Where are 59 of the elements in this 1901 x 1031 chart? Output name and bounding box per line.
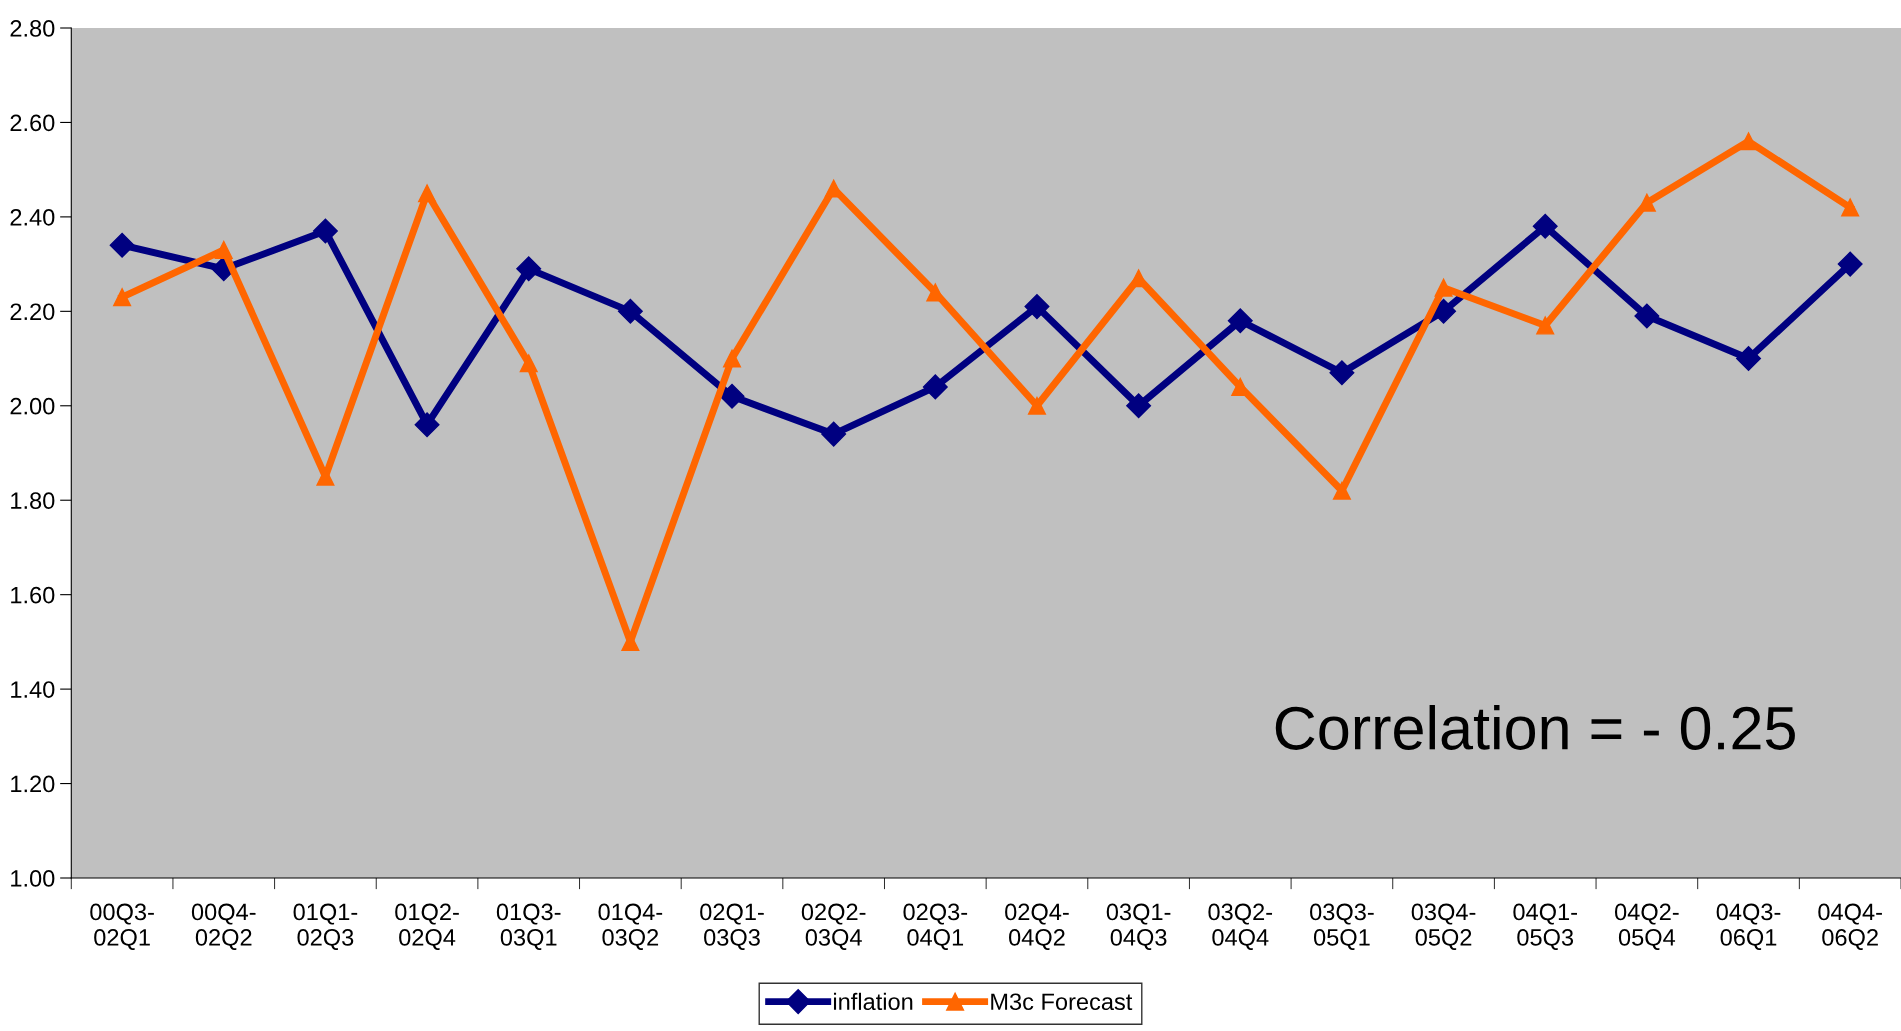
point bbox=[1837, 251, 1863, 277]
x-tick-label: 03Q2- 04Q4 bbox=[1208, 903, 1273, 950]
x-tick-label: 04Q1- 05Q3 bbox=[1513, 903, 1577, 950]
point bbox=[821, 421, 847, 447]
legend-label: M3c Forecast bbox=[991, 993, 1133, 1011]
point bbox=[719, 383, 745, 409]
x-tick-label: 01Q4- 03Q2 bbox=[598, 903, 663, 950]
x-tick-label: 04Q2- 05Q4 bbox=[1614, 903, 1679, 950]
point bbox=[722, 349, 742, 368]
y-tick-label: 1.20 bbox=[11, 775, 55, 793]
point bbox=[922, 374, 948, 400]
point bbox=[1227, 308, 1253, 334]
point bbox=[414, 412, 440, 438]
point bbox=[316, 467, 335, 486]
point bbox=[1532, 213, 1558, 239]
x-tick-label: 00Q4- 02Q2 bbox=[191, 903, 256, 950]
x-tick-label: 03Q4- 05Q2 bbox=[1411, 903, 1476, 950]
y-tick-label: 1.00 bbox=[11, 870, 55, 887]
x-tick-label: 02Q4- 04Q2 bbox=[1005, 903, 1069, 950]
point bbox=[109, 232, 135, 258]
point bbox=[516, 256, 542, 282]
point bbox=[214, 240, 233, 259]
point bbox=[1536, 316, 1555, 335]
y-tick-label: 2.40 bbox=[10, 208, 55, 226]
y-tick-label: 1.40 bbox=[11, 681, 55, 698]
point bbox=[617, 298, 643, 324]
x-tick-label: 00Q3- 02Q1 bbox=[90, 903, 154, 950]
x-tick-label: 01Q3- 03Q1 bbox=[496, 903, 561, 950]
annotation: Correlation = - 0.25 bbox=[1275, 705, 1795, 750]
x-tick-label: 01Q2- 02Q4 bbox=[395, 903, 459, 950]
y-tick-label: 2.00 bbox=[10, 397, 55, 415]
x-tick-label: 01Q1- 02Q3 bbox=[293, 903, 358, 950]
point bbox=[1434, 278, 1453, 297]
point bbox=[418, 184, 437, 203]
x-tick-label: 02Q2- 03Q4 bbox=[801, 903, 866, 950]
point bbox=[1739, 132, 1758, 151]
x-tick-label: 04Q4- 06Q2 bbox=[1818, 903, 1882, 950]
y-tick-label: 2.20 bbox=[10, 303, 55, 321]
y-tick-label: 2.80 bbox=[10, 20, 55, 37]
y-tick-label: 1.60 bbox=[11, 586, 55, 604]
point bbox=[1841, 198, 1860, 217]
y-tick-label: 2.60 bbox=[10, 114, 55, 132]
point bbox=[1332, 481, 1351, 500]
x-tick-label: 03Q3- 05Q1 bbox=[1310, 903, 1374, 950]
point bbox=[113, 288, 132, 307]
legend-label: inflation bbox=[833, 992, 913, 1011]
x-tick-label: 04Q3- 06Q1 bbox=[1716, 903, 1781, 950]
x-tick-label: 03Q1- 04Q3 bbox=[1106, 903, 1171, 950]
point bbox=[1736, 346, 1762, 372]
point bbox=[312, 218, 338, 244]
x-tick-label: 02Q1- 03Q3 bbox=[700, 903, 764, 950]
x-tick-label: 02Q3- 04Q1 bbox=[903, 903, 968, 950]
point bbox=[1126, 393, 1152, 419]
point bbox=[1329, 360, 1355, 386]
y-tick-label: 1.80 bbox=[11, 492, 55, 510]
point bbox=[1027, 396, 1046, 415]
point bbox=[1024, 294, 1050, 320]
point bbox=[519, 354, 538, 373]
point bbox=[1634, 303, 1660, 329]
